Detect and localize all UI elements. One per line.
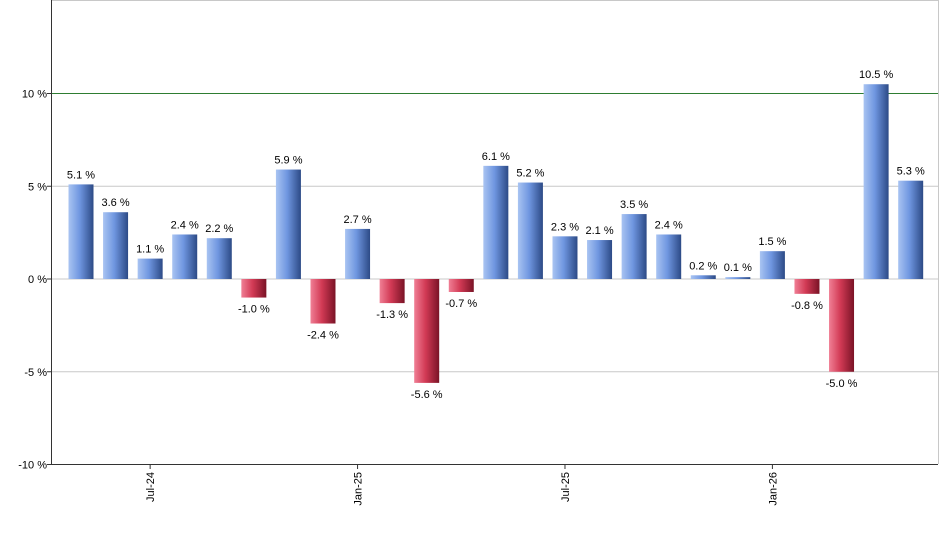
bar	[517, 182, 543, 279]
bar	[68, 184, 94, 279]
data-labels: 5.1 % 3.6 % 1.1 % 2.4 % 2.2 % -1.0 % 5.9 % -2.4…	[67, 69, 925, 401]
bar	[690, 275, 716, 279]
data-label: 5.3 %	[897, 166, 925, 178]
x-tick-label: Jan-26	[767, 472, 779, 506]
data-label: 1.1 %	[136, 244, 164, 256]
data-label: 2.3 %	[551, 221, 579, 233]
bar	[552, 236, 578, 279]
data-label: -2.4 %	[307, 330, 339, 342]
data-label: 3.6 %	[101, 197, 129, 209]
bars	[68, 84, 924, 383]
bar	[483, 165, 509, 279]
x-axis-ticks: Jul-24 Jan-25 Jul-25 Jan-26	[145, 464, 779, 506]
bar	[759, 251, 785, 279]
bar	[206, 238, 232, 279]
bar	[448, 279, 474, 292]
y-tick-label: -5 %	[24, 367, 47, 379]
data-label: 2.1 %	[585, 225, 613, 237]
axes	[51, 0, 939, 465]
data-label: -0.7 %	[445, 298, 477, 310]
x-tick-label: Jan-25	[353, 472, 365, 506]
data-label: 0.2 %	[689, 260, 717, 272]
data-label: 2.4 %	[655, 219, 683, 231]
bar	[794, 279, 820, 294]
data-label: 5.9 %	[274, 155, 302, 167]
bar	[414, 279, 440, 383]
bar	[345, 228, 371, 279]
data-label: 0.1 %	[724, 262, 752, 274]
data-label: -1.0 %	[238, 304, 270, 316]
data-label: 1.5 %	[758, 236, 786, 248]
bar	[587, 240, 613, 279]
bar	[275, 169, 301, 279]
bar	[898, 180, 924, 279]
data-label: 3.5 %	[620, 199, 648, 211]
data-label: -5.0 %	[826, 378, 858, 390]
bar	[137, 258, 163, 279]
data-label: 5.2 %	[516, 168, 544, 180]
y-tick-label: 0 %	[28, 274, 47, 286]
data-label: -1.3 %	[376, 309, 408, 321]
bar	[241, 279, 267, 298]
y-tick-label: -10 %	[18, 460, 47, 472]
data-label: 6.1 %	[482, 151, 510, 163]
y-tick-label: 5 %	[28, 181, 47, 193]
bar	[656, 234, 682, 279]
bar	[310, 279, 336, 324]
y-tick-label: 10 %	[22, 89, 47, 101]
bar	[103, 212, 129, 279]
data-label: 2.7 %	[343, 214, 371, 226]
x-tick-label: Jul-24	[145, 472, 157, 502]
bar	[863, 84, 889, 279]
data-label: -5.6 %	[411, 389, 443, 401]
data-label: -0.8 %	[791, 300, 823, 312]
data-label: 10.5 %	[859, 69, 893, 81]
x-tick-label: Jul-25	[560, 472, 572, 502]
bar	[379, 279, 405, 304]
bar	[621, 214, 647, 279]
data-label: 5.1 %	[67, 169, 95, 181]
bar	[725, 277, 751, 279]
data-label: 2.4 %	[171, 219, 199, 231]
data-label: 2.2 %	[205, 223, 233, 235]
bar	[172, 234, 198, 279]
y-axis-ticks: -10 % -5 % 0 % 5 % 10 %	[18, 89, 51, 472]
bar	[829, 279, 855, 372]
